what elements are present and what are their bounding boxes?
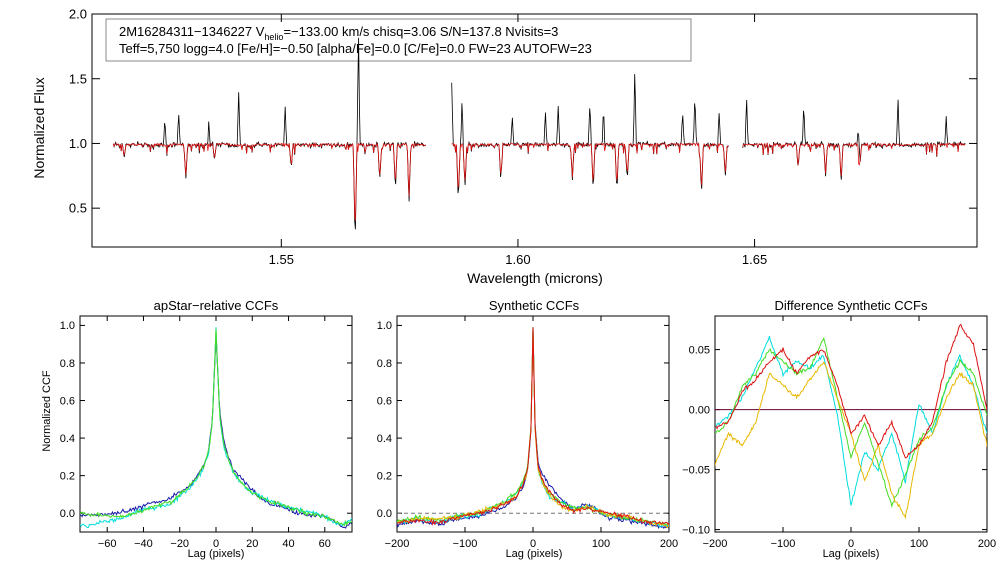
difference-ccf-title: Difference Synthetic CCFs (775, 298, 928, 313)
difference-ccf-series-1 (715, 335, 987, 506)
spectrum-xtick-label: 1.65 (742, 252, 767, 267)
spectrum-xtick-label: 1.55 (269, 252, 294, 267)
observed-spectrum-segment-1 (112, 37, 426, 230)
synthetic-ccf-series-3 (397, 327, 669, 527)
apstar-ccf-ylabel: Normalized CCF (41, 370, 53, 452)
apstar-ccf-xtick-label: 0 (213, 538, 219, 550)
synthetic-ccf-xtick-label: 0 (530, 538, 536, 550)
spectrum-ytick-label: 1.5 (69, 71, 87, 86)
apstar-ccf-xtick-label: 40 (282, 538, 294, 550)
difference-ccf-xtick-label: 200 (978, 538, 996, 550)
annotation-box (105, 18, 692, 62)
model-spectrum-segment-2 (451, 142, 729, 188)
apstar-ccf-ytick-label: 1.0 (60, 320, 75, 332)
synthetic-ccf-title: Synthetic CCFs (489, 298, 580, 313)
apstar-ccf-title: apStar−relative CCFs (154, 298, 279, 313)
difference-ccf-xtick-label: −100 (771, 538, 796, 550)
difference-ccf-ytick-label: −0.05 (682, 464, 710, 476)
apstar-ccf-xtick-label: 60 (319, 538, 331, 550)
spectrum-panel: Wavelength (microns) Normalized Flux 2M1… (31, 7, 978, 286)
annotation-line-2: Teff=5,750 logg=4.0 [Fe/H]=−0.50 [alpha/… (119, 41, 592, 56)
synthetic-ccf-xtick-label: 100 (592, 538, 610, 550)
synthetic-ccf-series-4 (397, 327, 669, 529)
apstar-ccf-plot-frame (79, 315, 353, 533)
apstar-ccf-ytick-label: 0.6 (60, 395, 75, 407)
apstar-ccf-ytick-label: 0.0 (60, 508, 75, 520)
spectrum-ytick-label: 0.5 (69, 201, 87, 216)
apstar-ccf-series-3 (80, 329, 352, 527)
difference-ccf-xlabel: Lag (pixels) (823, 548, 880, 560)
spectrum-annotation: 2M16284311−1346227 Vhelio=−133.00 km/s c… (105, 18, 692, 62)
synthetic-ccf-xtick-label: −100 (453, 538, 478, 550)
spectrum-xlabel: Wavelength (microns) (467, 270, 603, 286)
spectrum-xtick-label: 1.60 (505, 252, 530, 267)
difference-ccf-ytick-label: 0.00 (689, 404, 710, 416)
synthetic-ccf-ytick-label: 0.2 (377, 471, 392, 483)
difference-ccf-plot-frame (714, 315, 988, 533)
difference-ccf-ytick-label: −0.10 (682, 524, 710, 536)
apstar-ccf-xtick-label: 20 (246, 538, 258, 550)
synthetic-ccf-xlabel: Lag (pixels) (506, 548, 563, 560)
spectrum-ytick-label: 1.0 (69, 136, 87, 151)
apstar-ccf-xtick-label: −60 (98, 538, 117, 550)
difference-ccf-xtick-label: 0 (848, 538, 854, 550)
apstar-ccf-ytick-label: 0.4 (60, 433, 75, 445)
synthetic-ccf-xtick-label: 200 (660, 538, 678, 550)
apstar-ccf-xtick-label: −20 (170, 538, 189, 550)
observed-spectrum-segment-3 (742, 99, 966, 180)
synthetic-ccf-panel: Synthetic CCFs Lag (pixels) −200 −100 0 100… (377, 298, 678, 560)
model-spectrum-segment-3 (742, 141, 966, 176)
model-spectrum-segment-1 (112, 141, 426, 221)
synthetic-ccf-series-2 (397, 327, 669, 528)
apstar-ccf-ytick-label: 0.2 (60, 471, 75, 483)
apstar-ccf-series-2 (80, 327, 352, 529)
synthetic-ccf-ytick-label: 0.4 (377, 433, 392, 445)
observed-spectrum-segment-2 (451, 73, 729, 194)
spectrum-plot-frame (91, 13, 978, 248)
spectrum-ytick-label: 2.0 (69, 7, 87, 22)
difference-ccf-xtick-label: −200 (703, 538, 728, 550)
annotation-line-1-prefix: 2M16284311−1346227 V (119, 24, 265, 39)
synthetic-ccf-xtick-label: −200 (385, 538, 410, 550)
synthetic-ccf-ytick-label: 0.8 (377, 358, 392, 370)
apstar-ccf-ytick-label: 0.8 (60, 358, 75, 370)
apstar-ccf-panel: apStar−relative CCFs Lag (pixels) Normal… (41, 298, 353, 560)
spectrum-ylabel: Normalized Flux (31, 77, 47, 178)
synthetic-ccf-series-5 (397, 327, 669, 526)
synthetic-ccf-ytick-label: 0.6 (377, 395, 392, 407)
synthetic-ccf-ytick-label: 0.0 (377, 508, 392, 520)
difference-ccf-series-2 (715, 336, 987, 509)
difference-ccf-series-4 (715, 323, 987, 459)
synthetic-ccf-series-1 (397, 327, 669, 530)
annotation-line-1-suffix: =−133.00 km/s chisq=3.06 S/N=137.8 Nvisi… (283, 24, 558, 39)
apstar-ccf-xlabel: Lag (pixels) (188, 548, 245, 560)
annotation-line-1-sub: helio (264, 32, 283, 42)
difference-ccf-panel: Difference Synthetic CCFs Lag (pixels) −… (682, 298, 996, 560)
synthetic-ccf-ytick-label: 1.0 (377, 320, 392, 332)
difference-ccf-ytick-label: 0.05 (689, 344, 710, 356)
annotation-line-1: 2M16284311−1346227 Vhelio=−133.00 km/s c… (119, 24, 558, 42)
apstar-ccf-series-1 (80, 334, 352, 529)
difference-ccf-xtick-label: 100 (910, 538, 928, 550)
apstar-ccf-xtick-label: −40 (134, 538, 153, 550)
